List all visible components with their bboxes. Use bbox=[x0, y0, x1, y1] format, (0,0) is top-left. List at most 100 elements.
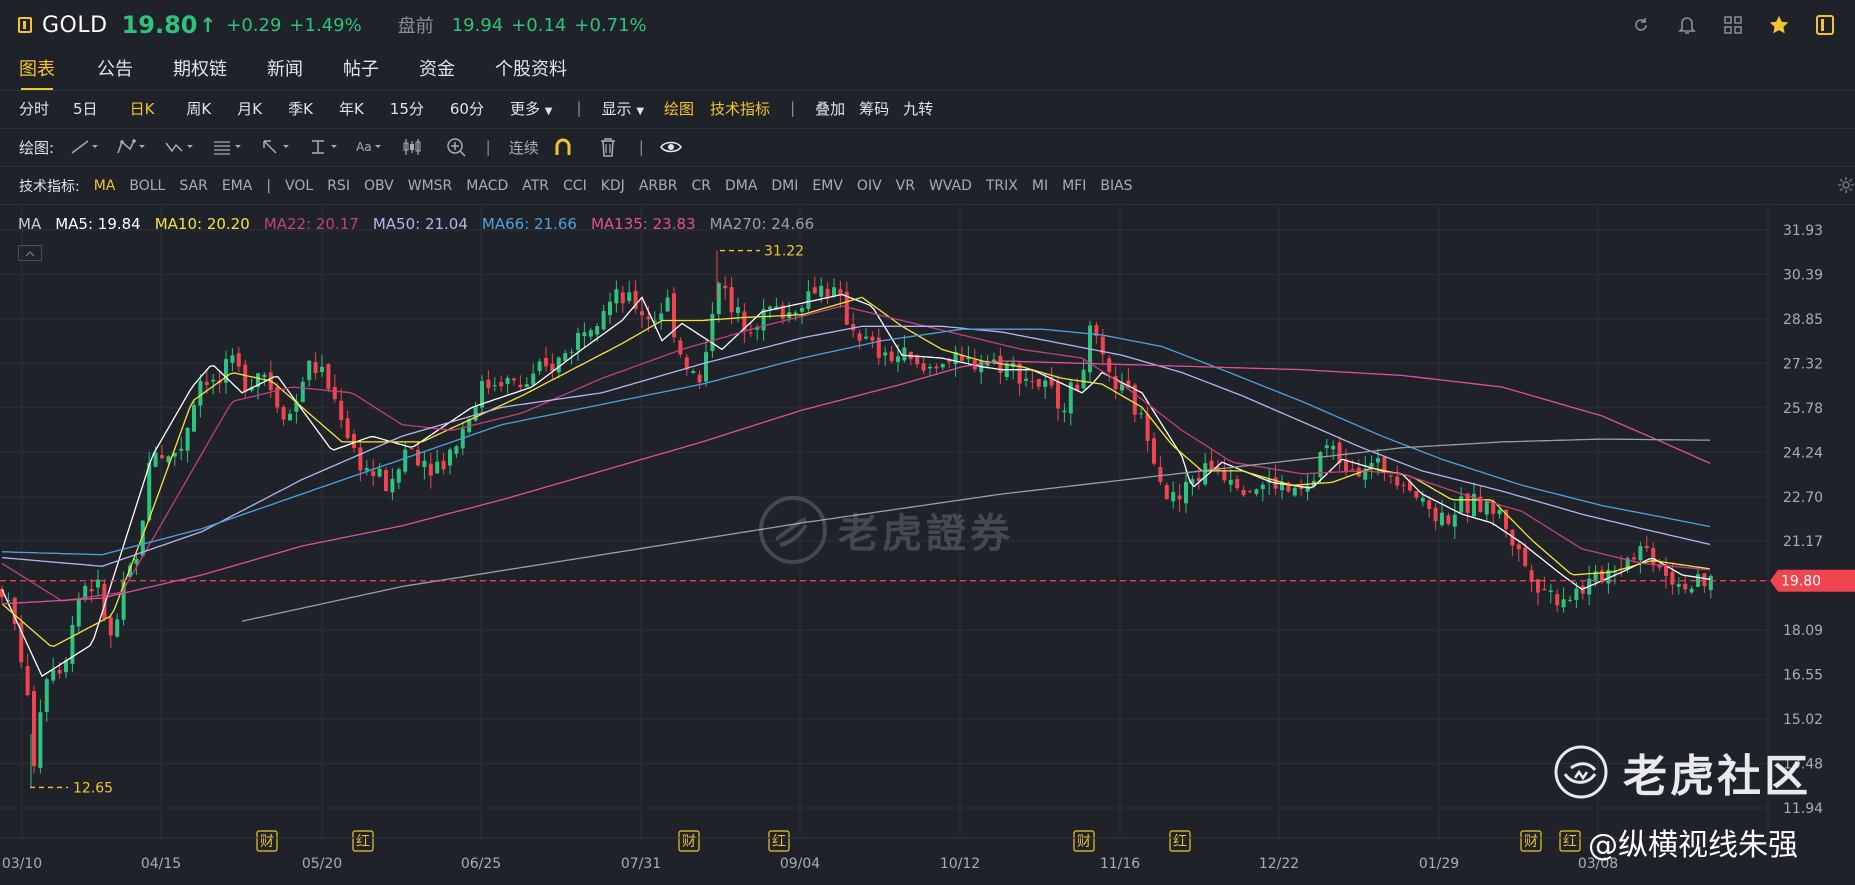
star-icon[interactable] bbox=[1767, 13, 1791, 37]
event-badge-box bbox=[1559, 830, 1581, 852]
candle-body bbox=[518, 384, 523, 388]
nine-turn-button[interactable]: 九转 bbox=[903, 99, 934, 118]
display-dropdown[interactable]: 显示 ▼ bbox=[592, 98, 655, 119]
grid-icon[interactable] bbox=[1721, 13, 1745, 37]
period-5day[interactable]: 5日 bbox=[73, 99, 98, 118]
indicator-dmi[interactable]: DMI bbox=[771, 178, 799, 194]
indicator-kdj[interactable]: KDJ bbox=[600, 178, 625, 194]
collapse-legend-button[interactable] bbox=[18, 245, 42, 261]
indicator-vr[interactable]: VR bbox=[895, 178, 915, 194]
indicator-mfi[interactable]: MFI bbox=[1062, 178, 1087, 194]
candle-body bbox=[64, 659, 68, 673]
overlay-button[interactable]: 叠加 bbox=[815, 99, 846, 118]
trash-icon[interactable] bbox=[581, 137, 625, 157]
tab-capital[interactable]: 资金 bbox=[419, 59, 455, 80]
candle-body bbox=[224, 359, 228, 383]
candle-body bbox=[12, 597, 17, 624]
candle-body bbox=[1504, 509, 1508, 530]
magnet-icon[interactable] bbox=[547, 137, 581, 157]
tab-news[interactable]: 新闻 bbox=[267, 59, 303, 80]
indicator-cci[interactable]: CCI bbox=[563, 178, 587, 194]
candle-body bbox=[512, 378, 516, 381]
period-monthly[interactable]: 月K bbox=[237, 99, 263, 118]
tech-indicator-toggle[interactable]: 技术指标 bbox=[710, 99, 771, 118]
indicator-arbr[interactable]: ARBR bbox=[638, 178, 678, 194]
indicator-mi[interactable]: MI bbox=[1031, 178, 1049, 194]
period-intraday[interactable]: 分时 bbox=[19, 99, 50, 118]
continuous-draw-toggle[interactable]: 连续 bbox=[508, 138, 539, 157]
event-badge-label: 财 bbox=[1524, 834, 1538, 850]
candle-body bbox=[422, 460, 427, 468]
indicator-atr[interactable]: ATR bbox=[522, 178, 550, 194]
text-tool-icon[interactable]: Aa bbox=[348, 139, 394, 155]
indicator-wmsr[interactable]: WMSR bbox=[407, 178, 453, 194]
candle-body bbox=[1318, 452, 1323, 478]
candle-body bbox=[697, 374, 702, 383]
indicator-cr[interactable]: CR bbox=[691, 178, 711, 194]
indicator-bias[interactable]: BIAS bbox=[1100, 178, 1133, 194]
x-tick-label: 12/22 bbox=[1259, 856, 1299, 872]
indicator-ma[interactable]: MA bbox=[93, 178, 116, 194]
candle-body bbox=[262, 374, 267, 378]
indicator-obv[interactable]: OBV bbox=[363, 178, 394, 194]
period-more-dropdown[interactable]: 更多 ▼ bbox=[494, 98, 563, 119]
indicator-ema[interactable]: EMA bbox=[221, 178, 253, 194]
candle-body bbox=[1638, 546, 1643, 561]
tab-announcements[interactable]: 公告 bbox=[97, 59, 133, 80]
candlestick-chart[interactable]: 19.80 31.93 30.39 28.85 27.32 25.78 24.24 22.70… bbox=[0, 205, 1855, 885]
candle-body bbox=[640, 311, 644, 316]
indicator-oiv[interactable]: OIV bbox=[856, 178, 882, 194]
indicator-trix[interactable]: TRIX bbox=[985, 178, 1018, 194]
period-daily[interactable]: 日K bbox=[129, 99, 155, 118]
indicator-emv[interactable]: EMV bbox=[812, 178, 843, 194]
period-quarterly[interactable]: 季K bbox=[288, 99, 313, 118]
measure-tool-icon[interactable] bbox=[300, 139, 348, 155]
arrow-tool-icon[interactable] bbox=[252, 139, 300, 155]
indicator-dma[interactable]: DMA bbox=[724, 178, 758, 194]
candle-body bbox=[1664, 564, 1668, 576]
candle-body bbox=[1062, 410, 1067, 413]
draw-toggle[interactable]: 绘图 bbox=[664, 99, 695, 118]
bell-icon[interactable] bbox=[1675, 13, 1699, 37]
candle-body bbox=[742, 311, 747, 331]
candle-body bbox=[1542, 588, 1547, 591]
period-15min[interactable]: 15分 bbox=[389, 99, 424, 118]
candle-type-icon[interactable] bbox=[394, 138, 430, 156]
indicator-macd[interactable]: MACD bbox=[466, 178, 509, 194]
candle-body bbox=[684, 357, 689, 370]
fib-tool-icon[interactable] bbox=[204, 139, 252, 155]
candle-body bbox=[576, 332, 580, 350]
candle-body bbox=[1075, 384, 1080, 391]
panel-toggle-icon[interactable] bbox=[1813, 13, 1837, 37]
tab-options-chain[interactable]: 期权链 bbox=[173, 59, 227, 80]
period-60min[interactable]: 60分 bbox=[449, 99, 484, 118]
eye-icon[interactable] bbox=[654, 140, 690, 154]
candle-body bbox=[1491, 501, 1496, 514]
candle-body bbox=[729, 286, 734, 313]
candle-body bbox=[115, 619, 120, 637]
candle-body bbox=[96, 579, 100, 588]
line-tool-icon[interactable] bbox=[62, 139, 108, 155]
indicator-boll[interactable]: BOLL bbox=[129, 178, 166, 194]
period-toolbar: 分时 5日 日K 周K 月K 季K 年K 15分 60分 更多 ▼ | 显示 ▼… bbox=[0, 90, 1855, 126]
sidebar-toggle-icon[interactable] bbox=[18, 17, 32, 33]
indicator-sar[interactable]: SAR bbox=[179, 178, 208, 194]
tab-posts[interactable]: 帖子 bbox=[343, 59, 379, 80]
y-tick-label: 31.93 bbox=[1783, 223, 1823, 239]
indicator-vol[interactable]: VOL bbox=[285, 178, 314, 194]
current-price-tag bbox=[1770, 569, 1855, 592]
period-weekly[interactable]: 周K bbox=[186, 99, 212, 118]
candle-body bbox=[1158, 467, 1163, 483]
pattern-tool-icon[interactable] bbox=[156, 139, 204, 155]
zoom-icon[interactable] bbox=[430, 137, 474, 157]
gear-icon[interactable] bbox=[1837, 176, 1855, 198]
refresh-icon[interactable] bbox=[1629, 13, 1653, 37]
tab-chart[interactable]: 图表 bbox=[7, 50, 67, 90]
chips-button[interactable]: 筹码 bbox=[859, 99, 890, 118]
ma-legend-item: MA10: 20.20 bbox=[154, 215, 250, 233]
polyline-tool-icon[interactable] bbox=[108, 139, 156, 155]
indicator-rsi[interactable]: RSI bbox=[327, 178, 350, 194]
tab-profile[interactable]: 个股资料 bbox=[495, 59, 567, 80]
period-yearly[interactable]: 年K bbox=[338, 99, 364, 118]
indicator-wvad[interactable]: WVAD bbox=[928, 178, 972, 194]
